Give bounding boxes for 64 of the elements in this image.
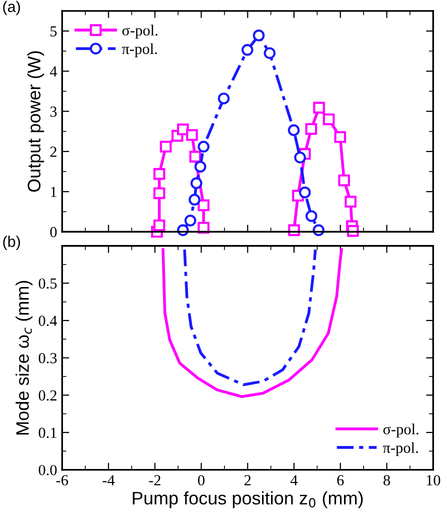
point — [198, 140, 210, 153]
point — [242, 44, 254, 56]
y-tick-label: 0.4 — [38, 316, 58, 326]
point — [312, 224, 324, 236]
point — [294, 152, 306, 164]
point — [198, 199, 210, 212]
y-tick-label: 3 — [50, 106, 57, 117]
y-tick-label: 0.3 — [38, 352, 57, 364]
x-tick-label: 10 — [426, 475, 440, 486]
x-axis-title: Pump focus position z$_{0}$ (mm) — [132, 491, 363, 508]
point — [288, 124, 300, 136]
x-tick-label: -6 — [56, 475, 68, 486]
point — [306, 210, 318, 222]
legend-label: σ-pol. — [383, 424, 418, 438]
point — [177, 123, 189, 136]
x-tick-label: -2 — [149, 475, 160, 486]
y-tick-label: 5 — [50, 26, 57, 36]
y-tick-label: 2 — [50, 146, 56, 157]
point — [322, 113, 335, 126]
point — [188, 194, 200, 206]
y-axis-title: Output power (W) — [27, 51, 44, 192]
legend-label: π-pol. — [122, 43, 157, 58]
x-tick-label: 0 — [198, 475, 204, 486]
line-series — [162, 248, 343, 398]
line-series — [183, 248, 317, 386]
point — [299, 186, 311, 198]
x-tick-label: 4 — [290, 475, 298, 486]
point — [153, 187, 166, 200]
point — [160, 140, 172, 153]
point — [338, 174, 350, 186]
y-tick-label: 4 — [50, 66, 58, 76]
y-tick-label: 0.5 — [38, 278, 57, 289]
point — [194, 160, 206, 173]
point — [184, 214, 196, 226]
point — [153, 168, 166, 180]
legend-label: σ-pol. — [122, 24, 158, 39]
y-tick-label: 0.1 — [38, 428, 56, 438]
point — [288, 224, 300, 236]
point — [177, 224, 189, 236]
point — [198, 222, 210, 234]
point — [252, 30, 265, 42]
point — [334, 131, 346, 143]
y-tick-label: 1 — [50, 186, 56, 197]
x-tick-label: 2 — [244, 475, 251, 486]
point — [305, 123, 318, 135]
point — [347, 225, 359, 237]
x-tick-label: 6 — [337, 475, 344, 486]
y-tick-label: 0 — [50, 226, 57, 238]
point — [218, 92, 230, 104]
point — [153, 219, 166, 232]
legend-label: π-pol. — [382, 442, 418, 456]
y-tick-label: 0.2 — [38, 390, 56, 401]
point — [313, 102, 325, 114]
point — [186, 129, 198, 141]
x-tick-label: 8 — [384, 475, 390, 486]
point — [344, 196, 356, 208]
text: (a) — [3, 0, 20, 16]
point — [189, 150, 202, 163]
y-tick-label: 0.0 — [38, 464, 57, 476]
point — [264, 47, 276, 60]
y-axis-title: Mode size ω$_{c}$ (mm) — [16, 280, 32, 434]
x-tick-label: -4 — [102, 475, 115, 486]
text: (b) — [3, 236, 20, 250]
point — [190, 177, 202, 190]
